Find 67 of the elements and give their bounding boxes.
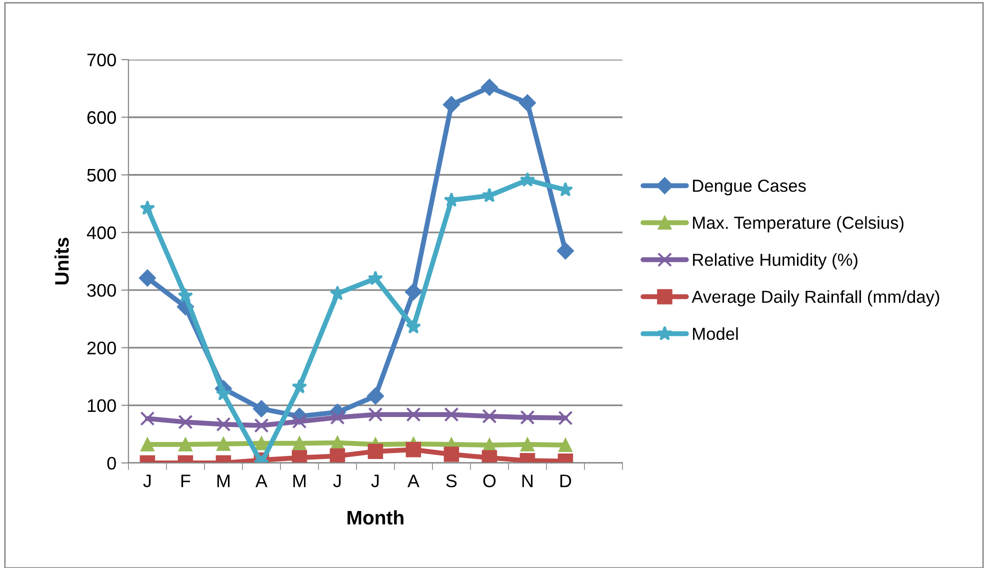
point bbox=[330, 410, 345, 425]
y-tick-label: 500 bbox=[87, 168, 116, 182]
point bbox=[178, 414, 193, 430]
point bbox=[482, 450, 498, 463]
point bbox=[330, 448, 346, 463]
point bbox=[444, 446, 460, 462]
x-tick-label: S bbox=[446, 474, 457, 488]
point bbox=[178, 288, 194, 303]
point bbox=[520, 172, 536, 187]
x-tick-label: F bbox=[181, 474, 190, 488]
point bbox=[216, 417, 231, 432]
legend-label: Dengue Cases bbox=[693, 180, 806, 196]
point bbox=[558, 410, 573, 426]
point bbox=[368, 407, 383, 422]
y-tick-label: 300 bbox=[87, 284, 116, 297]
point bbox=[216, 386, 232, 400]
x-tick-label: J bbox=[371, 474, 379, 488]
legend-label: Relative Humidity (%) bbox=[693, 253, 858, 270]
x-axis-title: Month bbox=[348, 510, 404, 525]
point bbox=[178, 438, 192, 452]
y-tick-label: 400 bbox=[86, 226, 116, 240]
point bbox=[254, 436, 268, 450]
x-tick-label: J bbox=[333, 474, 341, 488]
y-tick-label: 600 bbox=[87, 111, 116, 124]
x-tick-label: M bbox=[217, 474, 230, 488]
point bbox=[368, 270, 384, 286]
y-tick-label: 100 bbox=[88, 399, 116, 412]
point bbox=[482, 408, 497, 424]
point bbox=[406, 318, 422, 334]
point bbox=[520, 410, 535, 425]
point bbox=[558, 438, 572, 452]
point bbox=[556, 242, 574, 260]
point bbox=[366, 388, 384, 405]
y-tick-label: 700 bbox=[87, 54, 116, 66]
x-tick-label: N bbox=[522, 474, 532, 488]
y-tick-label: 200 bbox=[87, 342, 116, 354]
x-tick-label: A bbox=[407, 474, 420, 488]
legend-label: Max. Temperature (Celsius) bbox=[693, 216, 904, 232]
point bbox=[442, 96, 460, 114]
point bbox=[520, 438, 534, 452]
point bbox=[216, 436, 230, 451]
point bbox=[138, 269, 156, 287]
point bbox=[404, 283, 422, 300]
point bbox=[406, 407, 421, 422]
legend-label: Model bbox=[693, 327, 738, 340]
legend-label: Average Daily Rainfall (mm/day) bbox=[692, 290, 940, 306]
point bbox=[140, 438, 154, 452]
y-tick-label: 0 bbox=[107, 456, 116, 470]
x-tick-label: M bbox=[293, 474, 306, 488]
point bbox=[140, 200, 156, 215]
point bbox=[292, 450, 308, 463]
point bbox=[292, 378, 308, 394]
point bbox=[254, 418, 269, 433]
point bbox=[444, 407, 459, 422]
point bbox=[406, 442, 422, 458]
x-tick-label: A bbox=[255, 474, 268, 488]
point bbox=[292, 436, 306, 450]
point bbox=[252, 400, 270, 418]
x-tick-label: D bbox=[560, 474, 572, 488]
y-axis-title: Units bbox=[54, 238, 69, 284]
point bbox=[368, 444, 384, 460]
x-tick-label: J bbox=[143, 474, 151, 488]
point bbox=[140, 411, 155, 426]
point bbox=[480, 78, 498, 96]
x-tick-label: O bbox=[483, 474, 496, 488]
point bbox=[444, 192, 460, 207]
point bbox=[518, 94, 536, 112]
